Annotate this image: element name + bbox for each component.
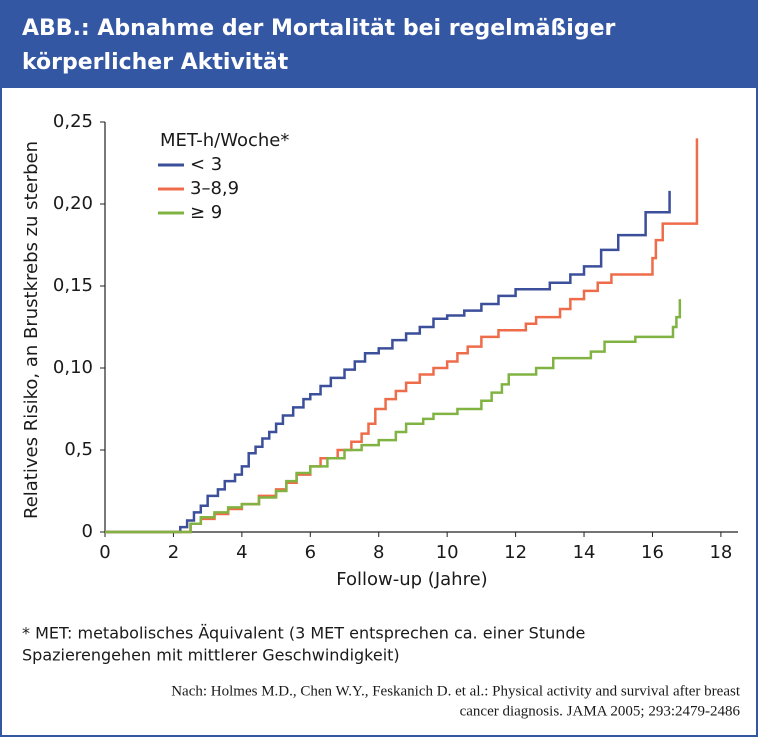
x-tick-label: 10 [436, 542, 459, 563]
y-tick-label: 0,15 [53, 275, 93, 296]
y-tick-label: 0,25 [53, 111, 93, 132]
chart-title: körperlicher Aktivität [22, 50, 289, 75]
x-tick-label: 2 [168, 542, 179, 563]
y-tick-label: 0,5 [64, 439, 93, 460]
x-axis-label: Follow-up (Jahre) [336, 569, 487, 590]
footnote: * MET: metabolisches Äquivalent (3 MET e… [22, 624, 585, 643]
legend-label: 3–8,9 [190, 178, 239, 199]
step-line [105, 190, 671, 534]
x-tick-label: 18 [709, 542, 732, 563]
chart-title: ABB.: Abnahme der Mortalität bei regelmä… [22, 16, 615, 41]
x-tick-label: 8 [373, 542, 384, 563]
x-tick-label: 12 [504, 542, 527, 563]
source: Nach: Holmes M.D., Chen W.Y., Feskanich … [171, 683, 741, 699]
y-tick-label: 0 [82, 521, 93, 542]
title-bar [0, 0, 758, 88]
source: cancer diagnosis. JAMA 2005; 293:2479-24… [460, 703, 741, 719]
x-tick-label: 14 [573, 542, 596, 563]
x-tick-label: 16 [641, 542, 664, 563]
y-tick-label: 0,20 [53, 193, 93, 214]
legend-title: MET-h/Woche* [160, 130, 289, 151]
y-axis-label: Relatives Risiko, an Brustkrebs zu sterb… [21, 141, 42, 519]
x-tick-label: 6 [305, 542, 316, 563]
x-tick-label: 0 [99, 542, 110, 563]
x-tick-label: 4 [236, 542, 247, 563]
y-tick-label: 0,10 [53, 357, 93, 378]
footnote: Spazierengehen mit mittlerer Geschwindig… [22, 646, 400, 665]
legend-label: ≥ 9 [190, 202, 222, 223]
step-line [105, 299, 682, 534]
legend-label: < 3 [190, 154, 222, 175]
